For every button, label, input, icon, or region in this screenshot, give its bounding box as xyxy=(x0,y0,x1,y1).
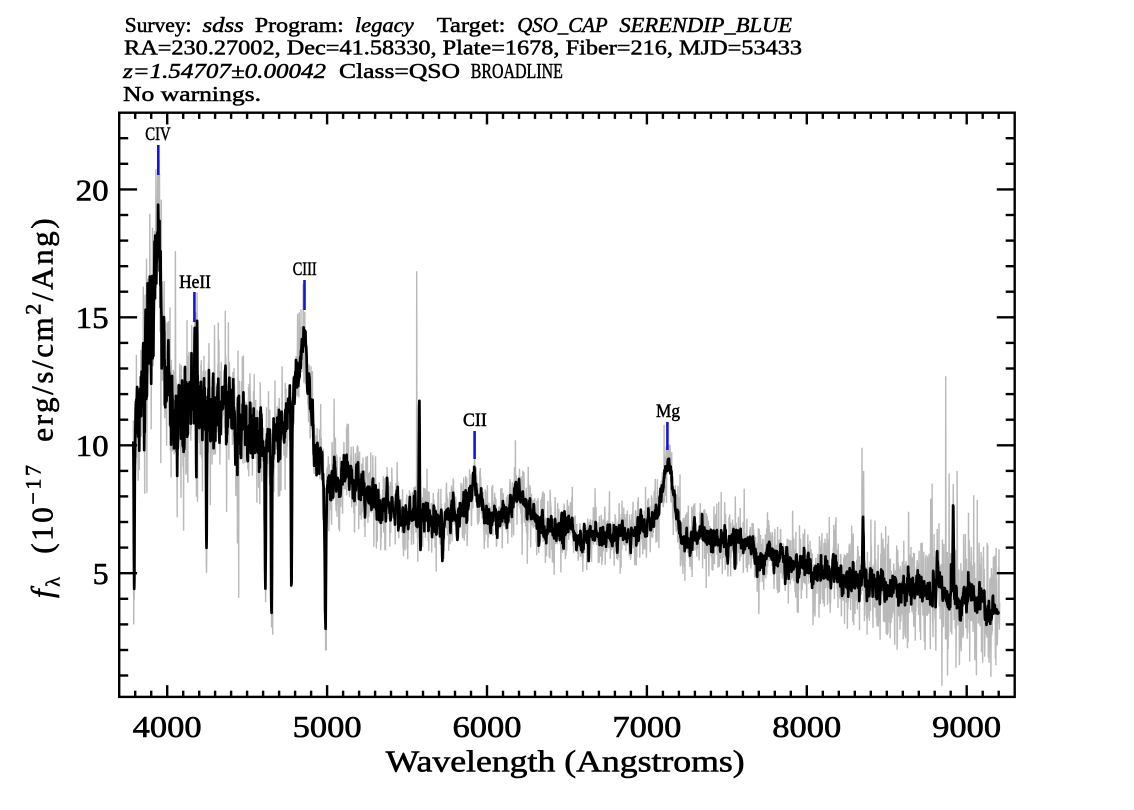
svg-text:20: 20 xyxy=(76,172,109,207)
svg-text:6000: 6000 xyxy=(453,709,522,744)
svg-text:5: 5 xyxy=(93,556,109,591)
svg-text:8000: 8000 xyxy=(772,709,841,744)
svg-text:7000: 7000 xyxy=(612,709,681,744)
svg-text:Mg: Mg xyxy=(656,401,680,422)
svg-text:CIV: CIV xyxy=(145,124,171,145)
svg-text:Wavelength (Angstroms): Wavelength (Angstroms) xyxy=(386,743,745,778)
svg-text:RA=230.27002, Dec=41.58330, Pl: RA=230.27002, Dec=41.58330, Plate=1678, … xyxy=(124,36,802,60)
svg-text:fλ (10−17 erg/s/cm2/Ang): fλ (10−17 erg/s/cm2/Ang) xyxy=(21,216,65,598)
svg-text:4000: 4000 xyxy=(133,709,202,744)
svg-text:10: 10 xyxy=(76,428,109,463)
svg-text:HeII: HeII xyxy=(179,272,211,293)
svg-text:No warnings.: No warnings. xyxy=(123,82,261,106)
svg-text:9000: 9000 xyxy=(932,709,1001,744)
svg-text:5000: 5000 xyxy=(293,709,362,744)
svg-text:CIII: CIII xyxy=(293,259,317,280)
svg-text:15: 15 xyxy=(76,300,109,335)
svg-text:CII: CII xyxy=(463,410,487,431)
